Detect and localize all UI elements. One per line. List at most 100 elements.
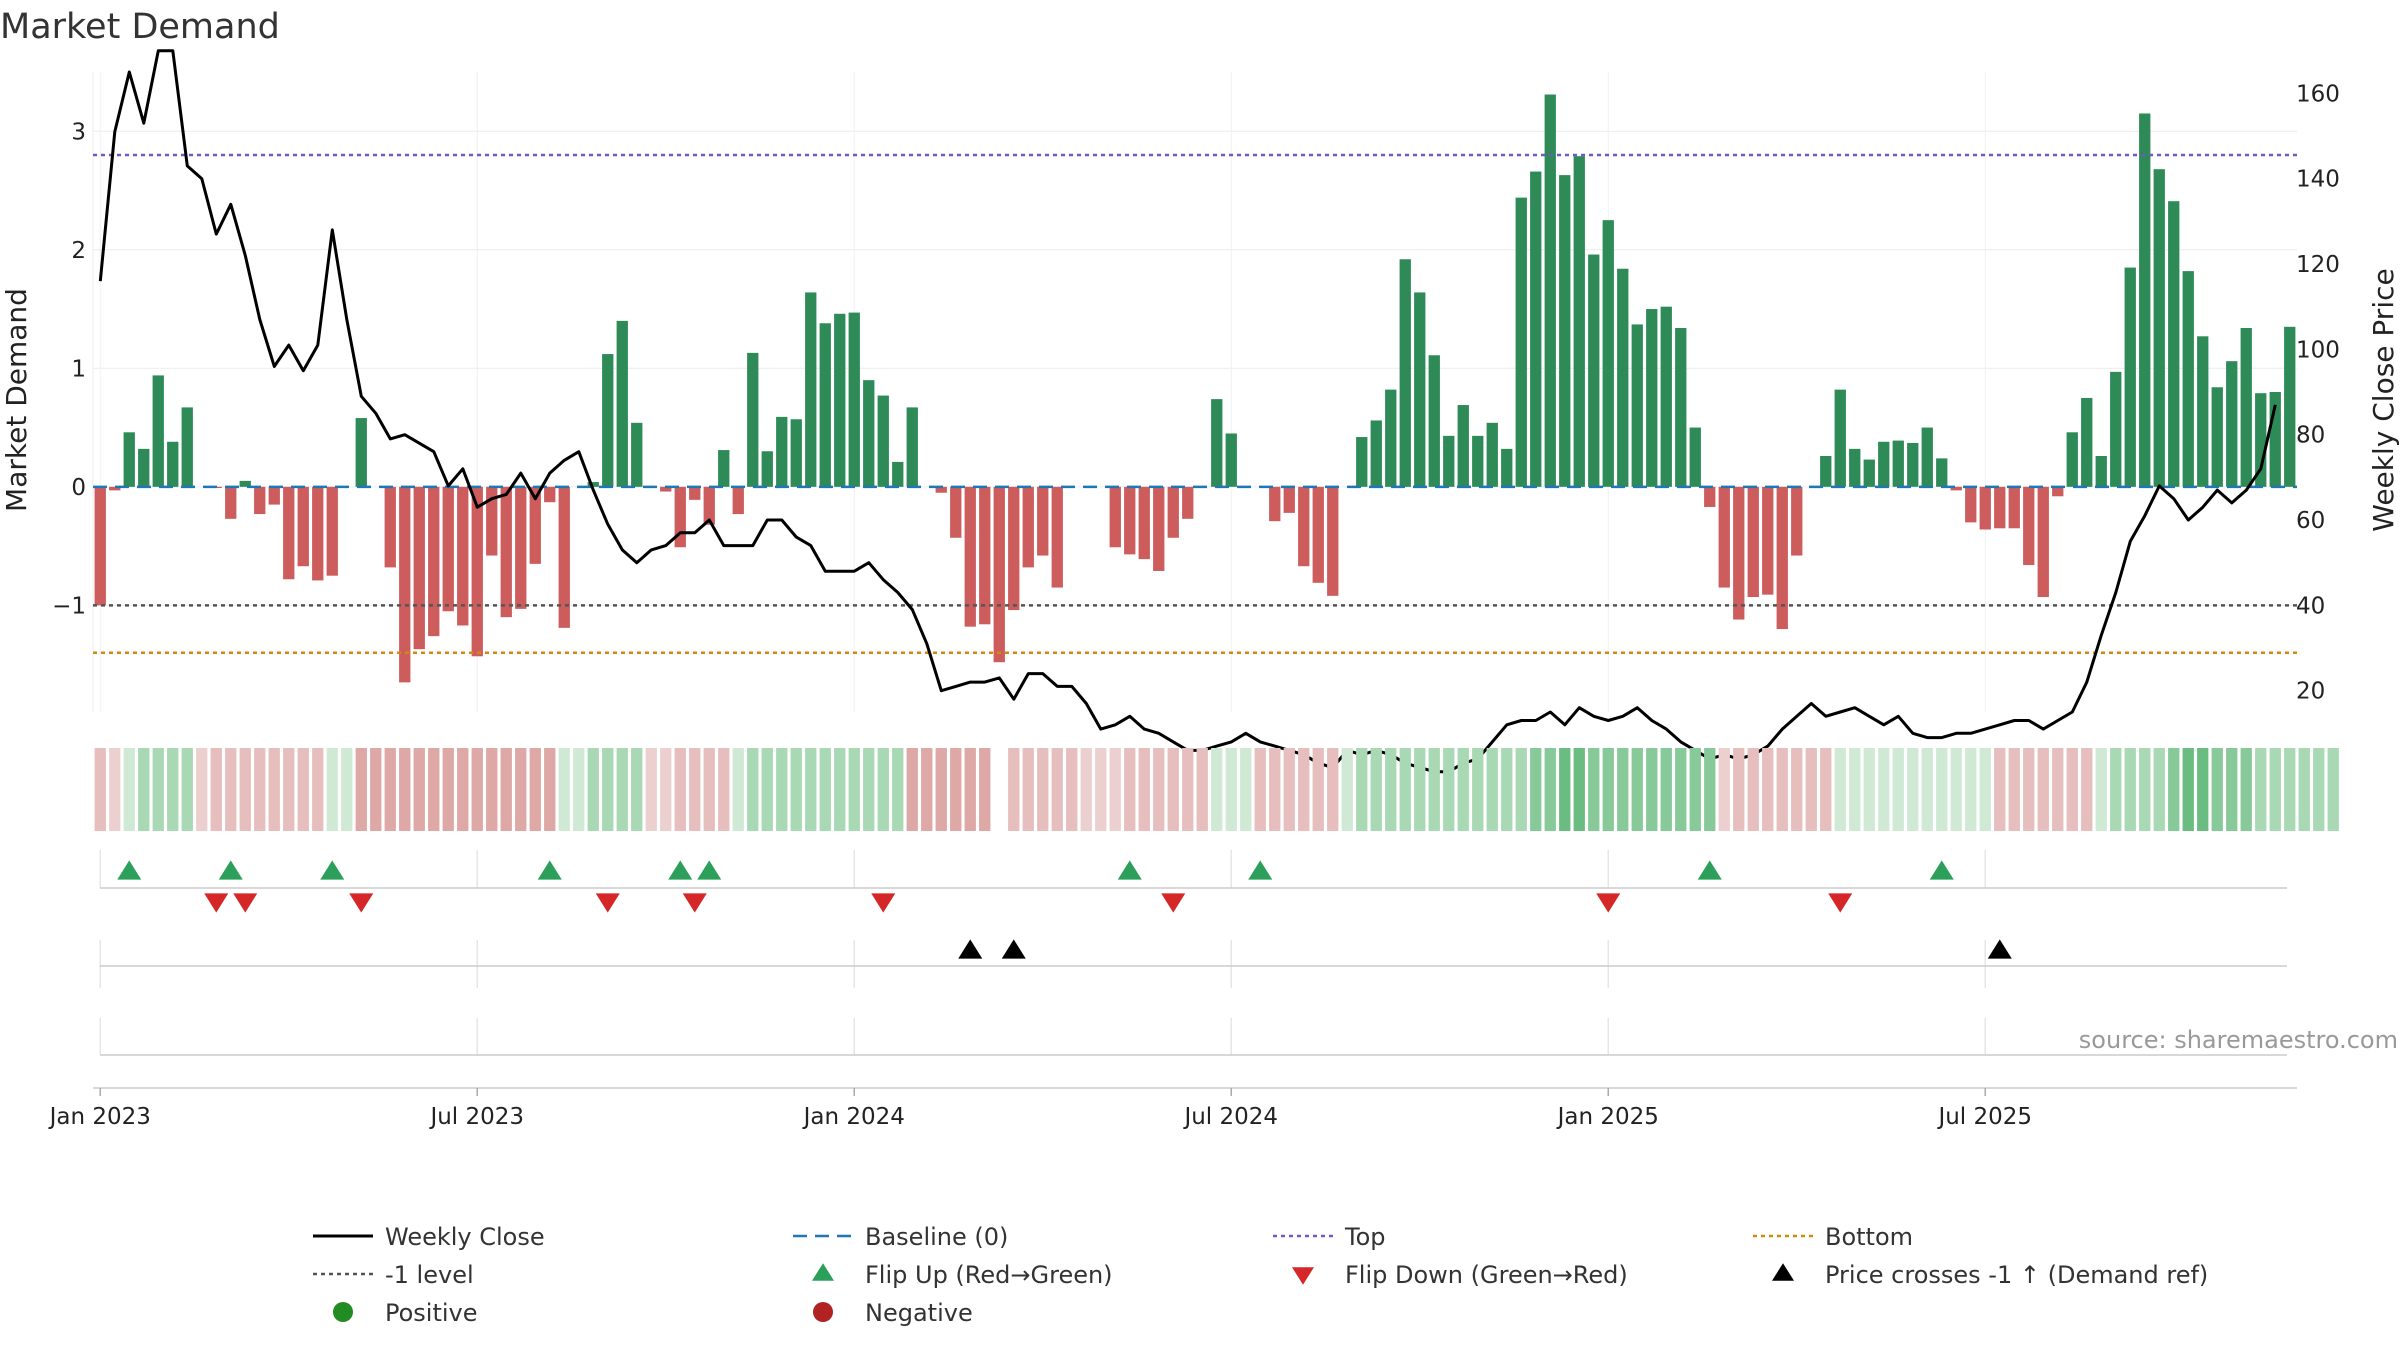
demand-bar <box>239 480 251 487</box>
demand-bar <box>1921 427 1933 487</box>
regime-cell <box>544 748 556 831</box>
flip-up-marker <box>697 860 722 880</box>
chart-title: Market Demand <box>0 7 280 47</box>
flip-down-marker <box>1161 893 1186 913</box>
reference-lines <box>93 153 2297 654</box>
legend-flip-up-handle <box>812 1263 834 1281</box>
demand-bar <box>1863 459 1875 487</box>
price-cross-marker <box>958 939 983 959</box>
regime-cell <box>442 748 454 831</box>
demand-bar <box>2211 387 2223 487</box>
regime-cell <box>863 748 875 831</box>
regime-cell <box>1486 748 1498 831</box>
regime-cell <box>283 748 295 831</box>
regime-cell <box>1892 748 1904 831</box>
regime-cell <box>1051 748 1063 831</box>
flip-up-marker <box>1929 860 1954 880</box>
y-tick-right: 100 <box>2296 337 2340 363</box>
regime-cell <box>1573 748 1585 831</box>
regime-cell <box>167 748 179 831</box>
regime-cell <box>587 748 599 831</box>
demand-bar <box>1269 486 1281 522</box>
legend-label-flip-down: Flip Down (Green→Red) <box>1345 1261 1628 1289</box>
y-axis-right-label: Weekly Close Price <box>2367 268 2400 531</box>
regime-cell <box>1501 748 1513 831</box>
demand-bar <box>2182 271 2194 487</box>
y-tick-left: 0 <box>71 475 86 501</box>
regime-cell <box>486 748 498 831</box>
regime-cell <box>660 748 672 831</box>
demand-bar <box>457 486 469 626</box>
demand-bar <box>1820 456 1832 487</box>
regime-cell <box>2095 748 2107 831</box>
x-tick-label: Jul 2024 <box>1182 1104 1278 1130</box>
regime-cell <box>268 748 280 831</box>
demand-bar <box>616 320 628 487</box>
demand-bar <box>225 486 237 519</box>
demand-bar <box>1733 486 1745 620</box>
demand-bar <box>123 432 135 487</box>
source-note: source: sharemaestro.com <box>2079 1026 2398 1054</box>
regime-cell <box>138 748 150 831</box>
regime-cell <box>689 748 701 831</box>
regime-cell <box>848 748 860 831</box>
regime-cell <box>152 748 164 831</box>
regime-cell <box>877 748 889 831</box>
demand-bar <box>1501 448 1513 487</box>
demand-bar <box>1385 389 1397 487</box>
demand-bar <box>312 486 324 581</box>
demand-bar <box>1704 486 1716 507</box>
regime-cell <box>1095 748 1107 831</box>
regime-cell <box>1167 748 1179 831</box>
demand-bar <box>993 486 1005 663</box>
demand-bar <box>2037 486 2049 598</box>
demand-bar <box>2139 113 2151 487</box>
demand-bar <box>776 416 788 487</box>
y-tick-left: −1 <box>52 593 86 619</box>
y-tick-right: 60 <box>2296 508 2325 534</box>
demand-bar <box>500 486 512 618</box>
flip-down-marker <box>204 893 229 913</box>
y-tick-right: 140 <box>2296 167 2340 193</box>
demand-bar <box>2153 169 2165 487</box>
demand-bar <box>1544 94 1556 487</box>
flip-up-marker <box>218 860 243 880</box>
regime-cell <box>471 748 483 831</box>
demand-bar <box>1211 399 1223 487</box>
regime-cell <box>906 748 918 831</box>
demand-bar <box>1428 355 1440 487</box>
regime-cell <box>399 748 411 831</box>
demand-bar <box>790 419 802 487</box>
regime-cell <box>529 748 541 831</box>
demand-bar <box>152 375 164 487</box>
regime-cell <box>297 748 309 831</box>
demand-bar <box>1747 486 1759 598</box>
demand-bar <box>1994 486 2006 529</box>
demand-bar <box>805 292 817 487</box>
regime-cell <box>1747 748 1759 831</box>
regime-cell <box>1646 748 1658 831</box>
flip-up-marker <box>1248 860 1273 880</box>
demand-bar <box>877 395 889 487</box>
weekly-close-line <box>98 49 2277 774</box>
demand-bar <box>1892 440 1904 487</box>
demand-bar <box>1298 486 1310 567</box>
regime-cell <box>181 748 193 831</box>
regime-cell <box>834 748 846 831</box>
demand-bar <box>2066 432 2078 487</box>
demand-bar <box>1037 486 1049 556</box>
demand-bar <box>747 352 759 487</box>
demand-bar <box>1907 442 1919 487</box>
regime-cell <box>645 748 657 831</box>
regime-cell <box>1022 748 1034 831</box>
demand-bar <box>703 486 715 525</box>
regime-cell <box>1762 748 1774 831</box>
regime-cell <box>2124 748 2136 831</box>
x-tick-label: Jan 2024 <box>802 1104 905 1130</box>
regime-cell <box>921 748 933 831</box>
regime-cell <box>1791 748 1803 831</box>
x-tick-label: Jan 2023 <box>48 1104 151 1130</box>
demand-bar <box>631 422 643 487</box>
demand-bar <box>2269 392 2281 487</box>
demand-bar <box>355 418 367 487</box>
